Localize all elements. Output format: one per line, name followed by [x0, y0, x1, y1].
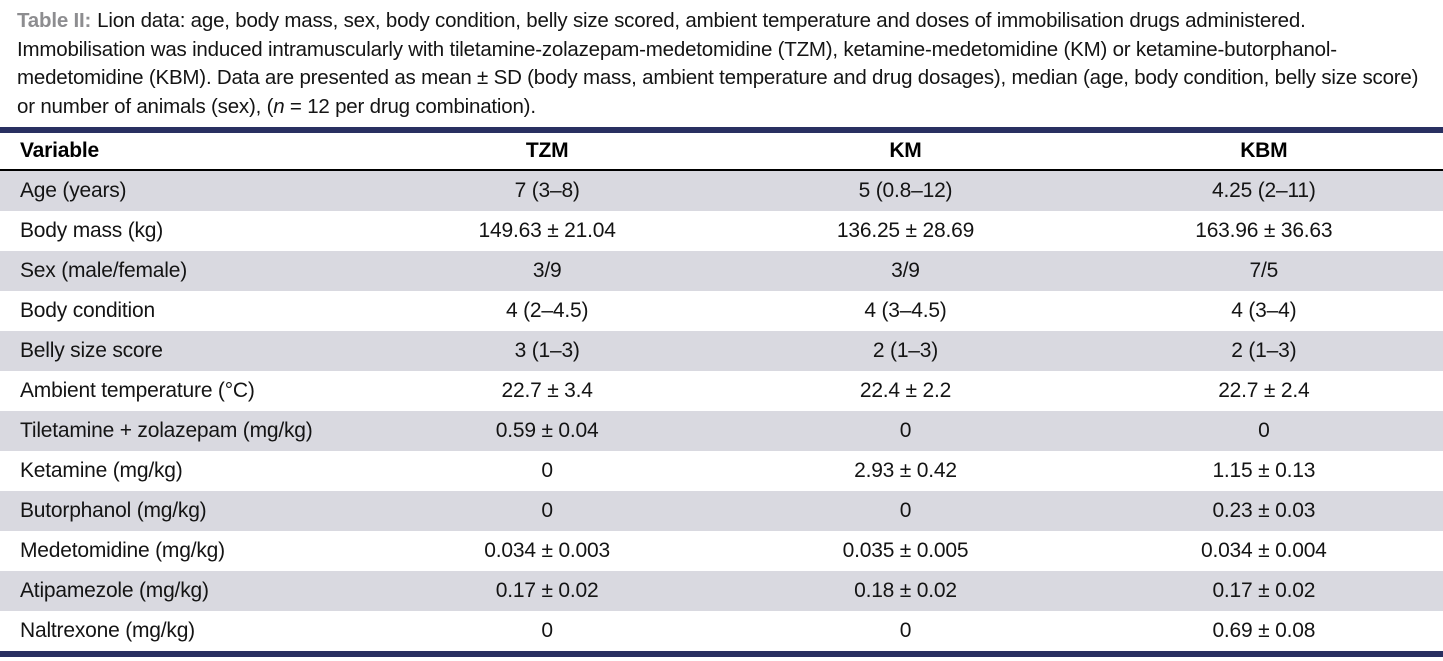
variable-cell: Atipamezole (mg/kg): [20, 579, 209, 602]
value-cell: 0.035 ± 0.005: [842, 539, 969, 562]
value-cell: 0: [899, 499, 912, 522]
variable-cell: Butorphanol (mg/kg): [20, 499, 207, 522]
value-cell: 4 (3–4): [1231, 299, 1297, 322]
value-cell: 0: [899, 619, 912, 642]
value-cell: 0.69 ± 0.08: [1212, 619, 1316, 642]
value-cell: 0: [541, 459, 553, 482]
value-cell: 0: [1258, 419, 1270, 442]
table-row: Ketamine (mg/kg) 0 2.93 ± 0.42 1.15 ± 0.…: [0, 451, 1443, 491]
value-cell: 149.63 ± 21.04: [478, 219, 616, 242]
value-cell: 136.25 ± 28.69: [836, 219, 975, 242]
caption-n-symbol: n: [273, 94, 285, 118]
header-km: KM: [726, 130, 1085, 171]
value-cell: 3/9: [891, 259, 920, 282]
value-cell: 4 (3–4.5): [864, 299, 947, 322]
value-cell: 0.17 ± 0.02: [1212, 579, 1316, 602]
header-row: Variable TZM KM KBM: [0, 130, 1443, 171]
table-row: Ambient temperature (°C) 22.7 ± 3.4 22.4…: [0, 371, 1443, 411]
table-caption-text: Lion data: age, body mass, sex, body con…: [17, 9, 1419, 118]
value-cell: 1.15 ± 0.13: [1212, 459, 1316, 482]
table-row: Age (years) 7 (3–8) 5 (0.8–12) 4.25 (2–1…: [0, 170, 1443, 211]
table-row: Body condition 4 (2–4.5) 4 (3–4.5) 4 (3–…: [0, 291, 1443, 331]
variable-cell: Belly size score: [20, 339, 163, 362]
value-cell: 0.17 ± 0.02: [495, 579, 599, 602]
variable-cell: Ketamine (mg/kg): [20, 459, 183, 482]
value-cell: 0.034 ± 0.003: [484, 539, 610, 562]
value-cell: 4 (2–4.5): [506, 299, 589, 322]
variable-cell: Naltrexone (mg/kg): [20, 619, 195, 642]
variable-cell: Ambient temperature (°C): [20, 379, 255, 402]
value-cell: 2 (1–3): [872, 339, 939, 362]
value-cell: 7/5: [1249, 259, 1279, 282]
variable-cell: Medetomidine (mg/kg): [20, 539, 225, 562]
variable-cell: Body mass (kg): [20, 219, 164, 242]
value-cell: 0.23 ± 0.03: [1212, 499, 1316, 522]
value-cell: 0: [899, 419, 912, 442]
value-cell: 3 (1–3): [514, 339, 580, 362]
table-caption-label: Table II:: [17, 9, 92, 32]
value-cell: 2 (1–3): [1231, 339, 1297, 362]
header-tzm: TZM: [367, 130, 727, 171]
value-cell: 0: [541, 619, 553, 642]
value-cell: 5 (0.8–12): [858, 179, 953, 202]
table-caption: Table II: Lion data: age, body mass, sex,…: [0, 0, 1443, 127]
header-variable: Variable: [0, 130, 368, 171]
value-cell: 0.59 ± 0.04: [495, 419, 599, 442]
value-cell: 22.4 ± 2.2: [859, 379, 952, 402]
variable-cell: Age (years): [20, 179, 127, 202]
value-cell: 4.25 (2–11): [1211, 179, 1316, 202]
value-cell: 0: [541, 499, 553, 522]
table-caption-tail: = 12 per drug combination).: [284, 94, 536, 118]
table-row: Tiletamine + zolazepam (mg/kg) 0.59 ± 0.…: [0, 411, 1443, 451]
header-kbm: KBM: [1084, 130, 1443, 171]
value-cell: 0.034 ± 0.004: [1200, 539, 1327, 562]
value-cell: 22.7 ± 3.4: [501, 379, 593, 402]
table-row: Belly size score 3 (1–3) 2 (1–3) 2 (1–3): [0, 331, 1443, 371]
value-cell: 0.18 ± 0.02: [854, 579, 957, 602]
table-row: Sex (male/female) 3/9 3/9 7/5: [0, 251, 1443, 291]
value-cell: 7 (3–8): [514, 179, 580, 202]
lion-data-table: Variable TZM KM KBM Age (years) 7 (3–8) …: [0, 127, 1443, 657]
table-row: Atipamezole (mg/kg) 0.17 ± 0.02 0.18 ± 0…: [0, 571, 1443, 611]
value-cell: 22.7 ± 2.4: [1218, 379, 1310, 402]
value-cell: 163.96 ± 36.63: [1195, 219, 1333, 242]
variable-cell: Tiletamine + zolazepam (mg/kg): [20, 419, 313, 442]
variable-cell: Sex (male/female): [20, 259, 187, 282]
table-row: Butorphanol (mg/kg) 0 0 0.23 ± 0.03: [0, 491, 1443, 531]
value-cell: 2.93 ± 0.42: [854, 459, 957, 482]
variable-cell: Body condition: [20, 299, 155, 322]
table-row: Body mass (kg) 149.63 ± 21.04 136.25 ± 2…: [0, 211, 1443, 251]
table-row: Medetomidine (mg/kg) 0.034 ± 0.003 0.035…: [0, 531, 1443, 571]
value-cell: 3/9: [532, 259, 562, 282]
table-row: Naltrexone (mg/kg) 0 0 0.69 ± 0.08: [0, 611, 1443, 654]
